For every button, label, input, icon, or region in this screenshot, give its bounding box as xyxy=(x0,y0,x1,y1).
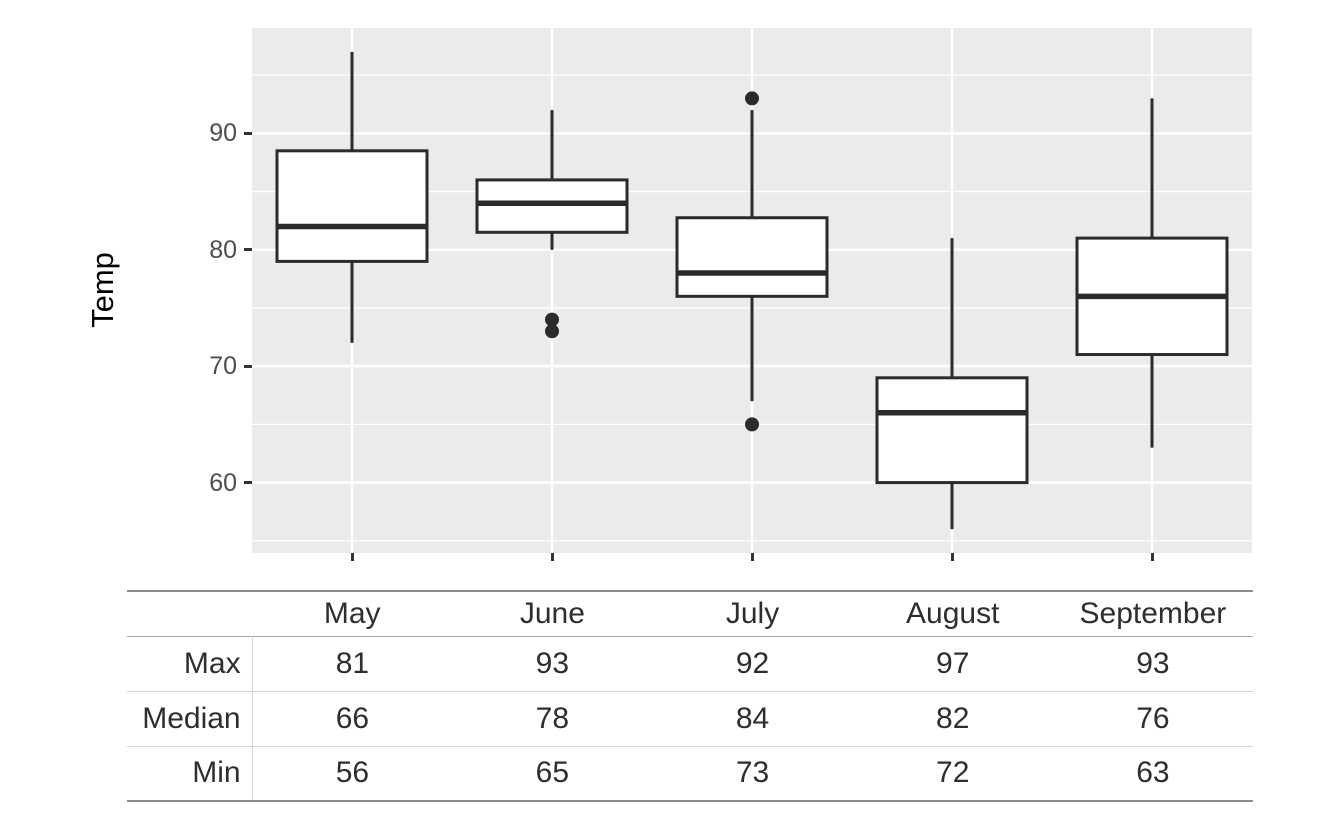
row-label-median: Median xyxy=(127,691,253,746)
column-header-july: July xyxy=(725,596,780,630)
table-cell: 78 xyxy=(535,701,570,735)
table-cell: 81 xyxy=(335,646,370,680)
iqr-box xyxy=(275,149,429,263)
x-tick-mark-september xyxy=(1150,553,1154,561)
iqr-box xyxy=(675,216,829,298)
table-cell: 84 xyxy=(735,701,770,735)
iqr-box xyxy=(875,376,1029,485)
table-cell: 97 xyxy=(936,646,970,680)
table-cell: 63 xyxy=(1136,756,1170,790)
iqr-box xyxy=(475,178,629,234)
table-cell: 76 xyxy=(1136,701,1170,735)
y-tick-label-70: 70 xyxy=(209,352,237,381)
y-tick-mark xyxy=(244,248,252,252)
table-cell: 92 xyxy=(735,646,770,680)
box-september xyxy=(1075,98,1229,448)
box-may xyxy=(275,51,429,343)
y-tick-mark xyxy=(244,131,252,135)
x-tick-mark-june xyxy=(550,553,554,561)
table-cell: 72 xyxy=(936,756,970,790)
y-axis-title: Temp xyxy=(85,252,120,328)
y-tick-label-80: 80 xyxy=(209,235,237,264)
table-row-min: Min 56 65 73 72 63 xyxy=(127,746,1253,801)
box-june xyxy=(475,110,629,339)
outlier-point xyxy=(545,312,559,327)
outlier-point xyxy=(745,417,759,432)
x-tick-mark-may xyxy=(350,553,354,561)
table-cell: 82 xyxy=(936,701,970,735)
summary-table: May June July August September Max 81 93… xyxy=(127,590,1253,802)
column-header-september: September xyxy=(1079,596,1227,630)
column-header-august: August xyxy=(906,596,1000,630)
table-cell: 93 xyxy=(535,646,570,680)
table-row-median: Median 66 78 84 82 76 xyxy=(127,691,1253,746)
table-header: May June July August September xyxy=(127,591,1253,636)
y-tick-mark xyxy=(244,481,252,485)
table-row-max: Max 81 93 92 97 93 xyxy=(127,636,1253,691)
y-tick-label-90: 90 xyxy=(209,119,237,148)
x-tick-mark-july xyxy=(750,553,754,561)
y-tick-mark xyxy=(244,364,252,368)
row-label-max: Max xyxy=(127,636,253,691)
column-header-may: May xyxy=(323,596,381,630)
plot-panel xyxy=(252,28,1252,553)
table-cell: 66 xyxy=(335,701,370,735)
table-cell: 93 xyxy=(1136,646,1170,680)
outlier-point xyxy=(745,91,759,106)
y-tick-label-60: 60 xyxy=(209,468,237,497)
table-corner-cell xyxy=(127,591,252,636)
outlier-point xyxy=(545,324,559,339)
table-cell: 65 xyxy=(535,756,570,790)
table-header-row: May June July August September xyxy=(127,591,1253,636)
column-header-june: June xyxy=(519,596,585,630)
table-cell: 73 xyxy=(735,756,770,790)
table-cell: 56 xyxy=(335,756,370,790)
box-august xyxy=(875,238,1029,530)
row-label-min: Min xyxy=(127,746,253,801)
box-july xyxy=(675,91,829,432)
x-tick-mark-august xyxy=(950,553,954,561)
